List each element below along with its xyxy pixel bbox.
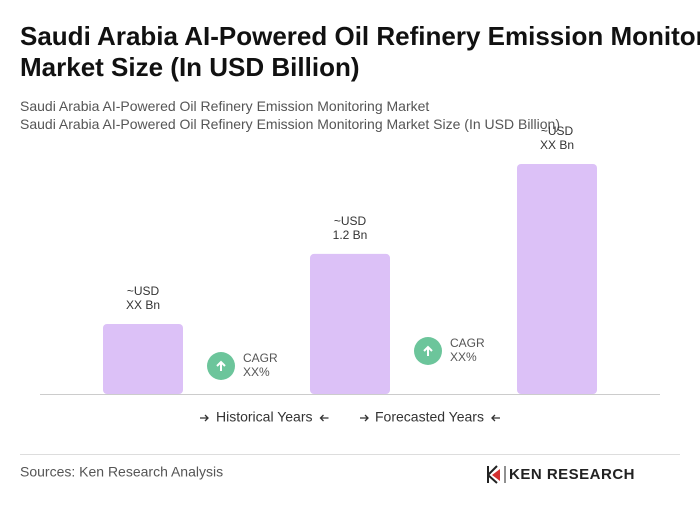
bar xyxy=(103,323,183,394)
legend-arrow xyxy=(200,414,209,422)
source: Sources: Ken Research Analysis xyxy=(20,464,223,480)
cagr-arrow xyxy=(423,345,433,356)
logo: KEN RESEARCH xyxy=(509,466,635,483)
legend-arrow xyxy=(360,414,369,422)
legend-arrow xyxy=(319,414,329,422)
cagr-value: XX% xyxy=(243,365,270,379)
subtitle: Saudi Arabia AI-Powered Oil Refinery Emi… xyxy=(20,116,560,132)
chart-title: Saudi Arabia AI-Powered Oil Refinery Emi… xyxy=(20,21,700,82)
value-label: ~USD XX Bn xyxy=(540,124,574,152)
legend-arrow xyxy=(491,414,500,422)
subtitle: Saudi Arabia AI-Powered Oil Refinery Emi… xyxy=(20,98,429,114)
value-label: ~USD 1.2 Bn xyxy=(333,214,368,242)
legend-label: Forecasted Years xyxy=(375,409,484,425)
logo-icon xyxy=(487,465,506,484)
cagr-label: CAGR xyxy=(450,336,485,350)
bar xyxy=(517,164,597,394)
legend-label: Historical Years xyxy=(216,409,313,425)
cagr-value: XX% xyxy=(450,350,477,364)
value-label: ~USD XX Bn xyxy=(126,284,160,312)
bar xyxy=(310,253,390,394)
cagr-label: CAGR xyxy=(243,351,278,365)
cagr-arrow xyxy=(216,360,226,371)
